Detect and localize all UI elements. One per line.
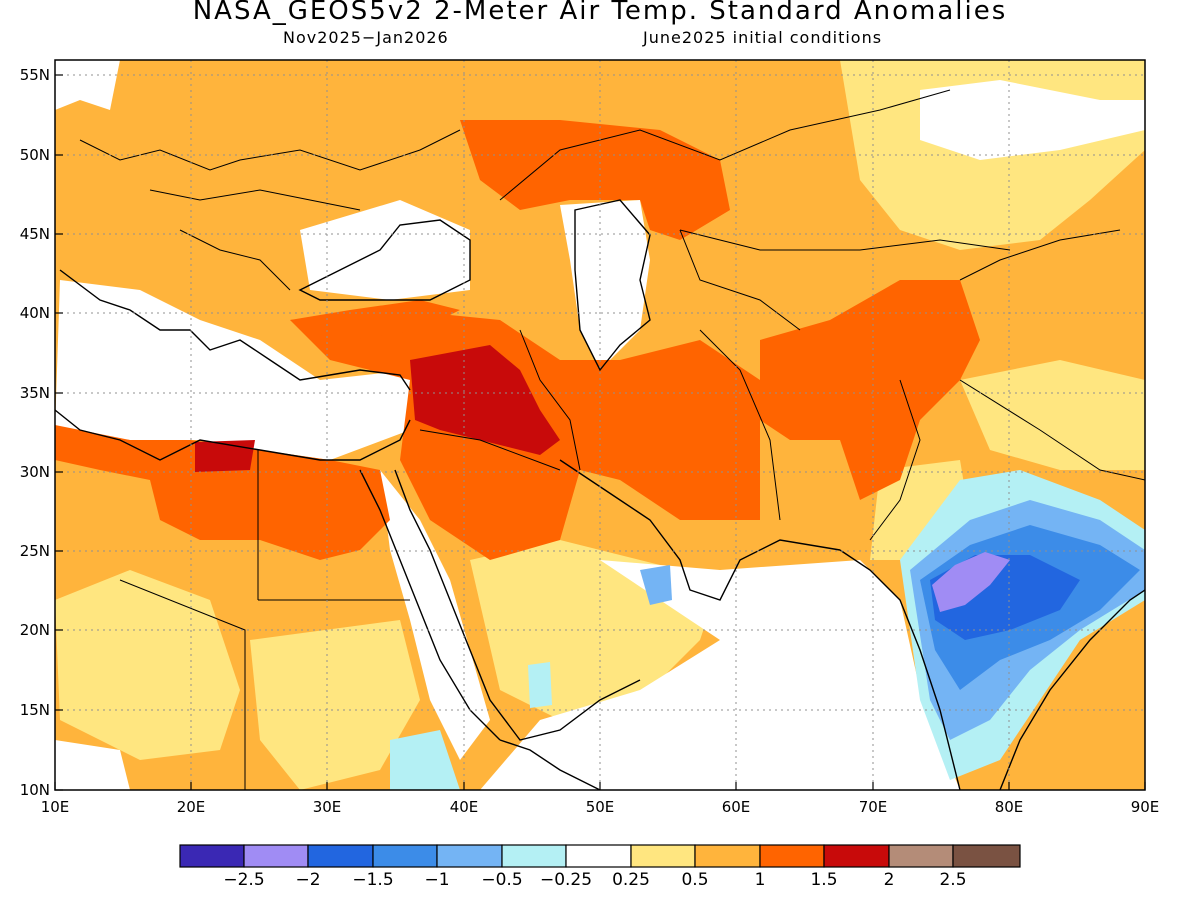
colorbar-label: −0.25	[539, 870, 593, 890]
colorbar	[179, 844, 1021, 868]
coastline-india-east	[999, 589, 1145, 790]
colorbar-bin	[888, 844, 954, 868]
border-tibet	[959, 379, 1145, 481]
anomaly-region-sahara-south	[55, 570, 240, 760]
lat-label-30: 30N	[20, 463, 50, 481]
border-saudi-iraq	[419, 429, 561, 471]
colorbar-label: 2.5	[939, 870, 967, 890]
lon-label-90: 90E	[1131, 798, 1160, 816]
colorbar-bin	[372, 844, 438, 868]
colorbar-bin	[565, 844, 632, 868]
colorbar-label: −2.5	[223, 870, 265, 890]
colorbar-bin	[179, 844, 245, 868]
anomaly-region-turkey	[290, 300, 460, 340]
lat-label-55: 55N	[20, 66, 50, 84]
coastlines	[55, 199, 1145, 790]
border-turkmen-uzbek	[679, 229, 801, 331]
anomaly-region-iraq-syria	[410, 345, 560, 455]
lat-label-35: 35N	[20, 384, 50, 402]
colorbar-bin	[630, 844, 696, 868]
border-chad	[119, 579, 246, 790]
borders	[79, 89, 1145, 790]
anomaly-region-kazakhstan	[460, 120, 730, 240]
anomaly-region-libya	[195, 440, 255, 472]
map-title: NASA_GEOS5v2 2-Meter Air Temp. Standard …	[192, 0, 1008, 26]
coastline-red-sea-east	[394, 469, 641, 741]
lon-label-20: 20E	[177, 798, 206, 816]
coastline-caspian	[574, 199, 651, 372]
coastline-horn-africa	[499, 739, 601, 790]
lat-tick-marks	[55, 74, 63, 791]
coastline-persian-gulf	[559, 459, 841, 601]
forecast-period: Nov2025−Jan2026	[283, 28, 449, 47]
gridlines	[55, 60, 1145, 790]
coastline-india-west	[839, 549, 961, 790]
colorbar-label: −2	[295, 870, 321, 890]
colorbar-label: −1.5	[352, 870, 394, 890]
cool-region-india-peak	[932, 552, 1010, 612]
lon-tick-labels: 10E 20E 30E 40E 50E 60E 70E 80E 90E	[41, 798, 1160, 816]
border-iran-afghanistan	[699, 329, 781, 521]
coastline-mediterranean-north	[59, 269, 411, 391]
colorbar-bin	[694, 844, 761, 868]
border-europe-2	[149, 189, 361, 211]
lat-tick-labels: 10N 15N 20N 25N 30N 35N 40N 45N 50N 55N	[20, 66, 50, 799]
lat-label-20: 20N	[20, 621, 50, 639]
neutral-region-central-asia	[920, 80, 1145, 160]
neutral-region-red-sea	[380, 470, 490, 760]
lat-label-40: 40N	[20, 304, 50, 322]
anomaly-region-tibet	[960, 360, 1145, 470]
lat-label-15: 15N	[20, 701, 50, 719]
cool-region-yemen	[528, 662, 552, 708]
border-europe-1	[79, 129, 461, 171]
neutral-region-east-africa	[55, 740, 130, 790]
border-balkans	[179, 229, 291, 291]
coastline-black-sea	[298, 219, 471, 301]
neutral-region-caspian	[560, 200, 650, 370]
lon-tick-marks	[54, 782, 1146, 790]
cool-region-gulf-oman	[640, 565, 672, 605]
lon-label-80: 80E	[995, 798, 1024, 816]
colorbar-bin	[952, 844, 1021, 868]
colorbar-bin	[823, 844, 890, 868]
lon-label-40: 40E	[450, 798, 479, 816]
lon-label-70: 70E	[859, 798, 888, 816]
lon-label-30: 30E	[313, 798, 342, 816]
lat-label-50: 50N	[20, 146, 50, 164]
anomaly-region-north-africa	[55, 425, 390, 560]
neutral-region-mediterranean	[55, 280, 410, 460]
coastline-mediterranean-south	[55, 409, 411, 461]
lon-label-60: 60E	[722, 798, 751, 816]
colorbar-bin	[501, 844, 567, 868]
anomaly-region-afghanistan	[760, 280, 980, 500]
colorbar-bin	[759, 844, 825, 868]
lat-label-10: 10N	[20, 781, 50, 799]
colorbar-label: 1.5	[810, 870, 838, 890]
border-pakistan-india	[869, 379, 921, 541]
border-russia-kazakhstan	[499, 89, 951, 201]
colorbar-label: −0.5	[481, 870, 523, 890]
cool-region-ethiopia	[390, 730, 460, 790]
initial-conditions: June2025 initial conditions	[643, 28, 883, 47]
lon-label-10: 10E	[41, 798, 70, 816]
colorbar-bin	[307, 844, 374, 868]
neutral-region-black-sea	[300, 200, 470, 300]
colorbar-label: −1	[424, 870, 450, 890]
colorbar-bin	[243, 844, 309, 868]
colorbar-label: 0.5	[681, 870, 709, 890]
border-kazakhstan-south	[679, 229, 1011, 251]
neutral-region-north-europe	[55, 60, 120, 110]
lon-label-50: 50E	[586, 798, 615, 816]
anomaly-region-sudan	[250, 620, 420, 790]
lat-label-45: 45N	[20, 225, 50, 243]
colorbar-label: 2	[883, 870, 895, 890]
border-iran-iraq	[519, 329, 581, 471]
border-china-west	[959, 229, 1121, 281]
colorbar-bin	[436, 844, 503, 868]
colorbar-label: 1	[754, 870, 766, 890]
colorbar-label: 0.25	[612, 870, 650, 890]
lat-label-25: 25N	[20, 542, 50, 560]
